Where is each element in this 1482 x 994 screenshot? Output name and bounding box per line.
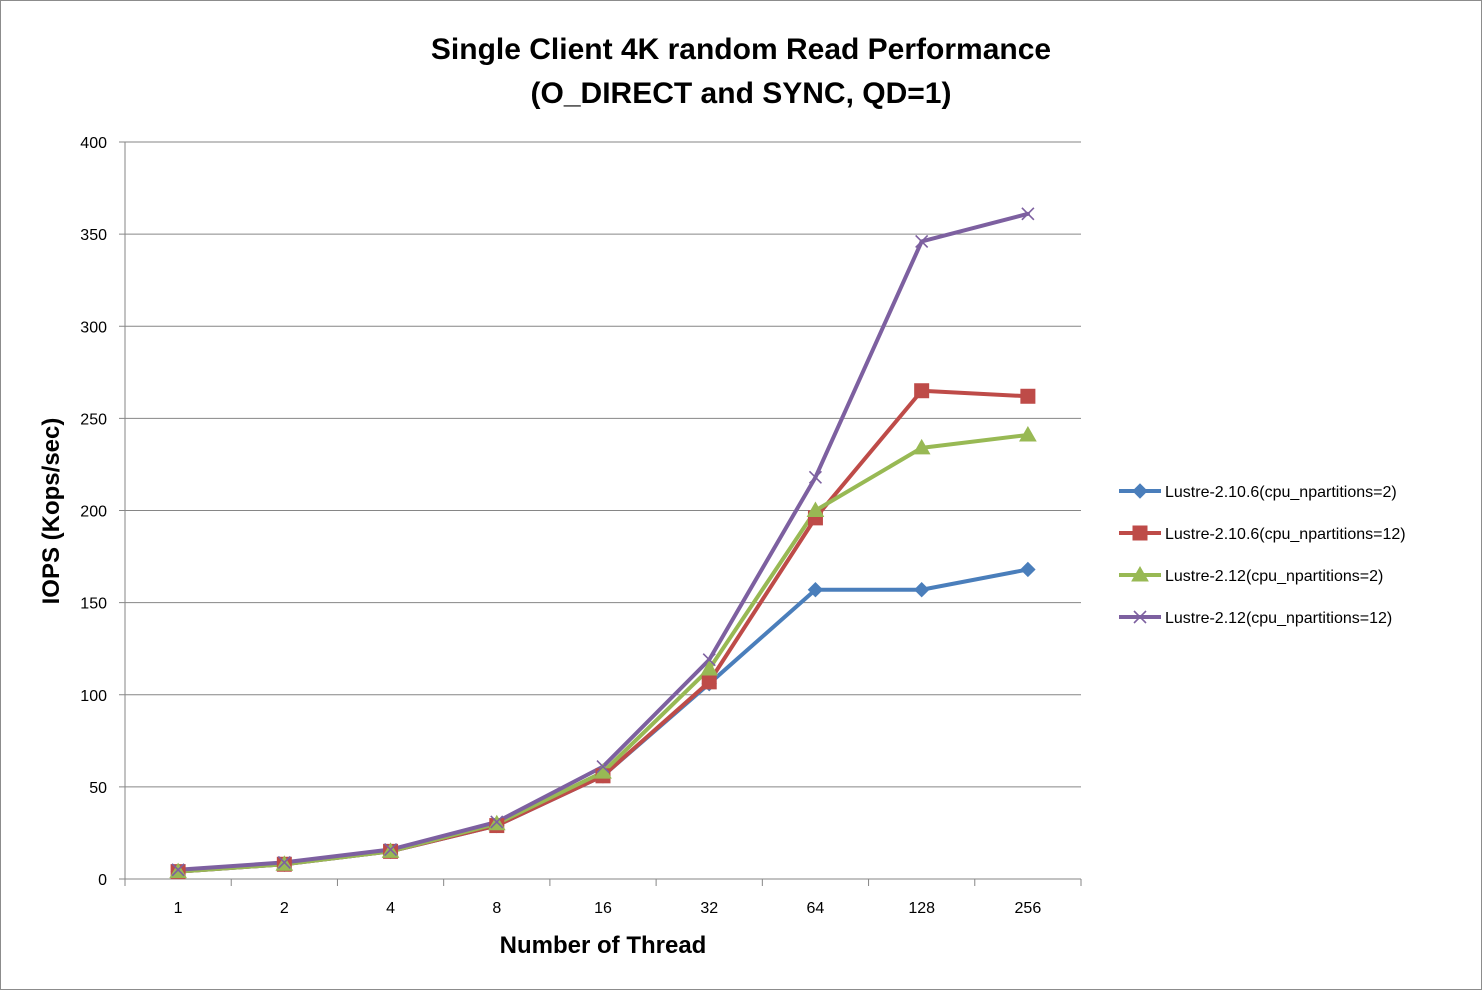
x-marker-stroke [277, 855, 291, 869]
y-tick-label: 200 [80, 504, 107, 521]
data-point-series-3 [806, 501, 825, 517]
x-marker-stroke [490, 815, 504, 829]
legend-item: Lustre-2.10.6(cpu_npartitions=2) [1119, 483, 1397, 501]
x-tick-label: 128 [908, 900, 935, 917]
y-axis-title: IOPS (Kops/sec) [38, 418, 65, 605]
x-axis-title: Number of Thread [500, 932, 707, 959]
data-point-series-4 [808, 470, 823, 484]
x-marker-stroke [1133, 610, 1147, 624]
x-marker-stroke [808, 470, 823, 484]
data-point-series-3 [700, 659, 719, 676]
legend: Lustre-2.10.6(cpu_npartitions=2) Lustre-2… [1119, 483, 1406, 627]
legend-item: Lustre-2.12(cpu_npartitions=2) [1119, 565, 1383, 585]
series-markers [169, 207, 1037, 880]
legend-item: Lustre-2.12(cpu_npartitions=12) [1119, 610, 1392, 627]
x-marker-stroke [702, 653, 716, 667]
x-tick-label: 32 [700, 900, 718, 917]
x-axis: 1 2 4 8 16 32 64 128 256 [124, 142, 1082, 917]
data-point-series-2 [701, 674, 717, 690]
data-point-series-3 [1019, 425, 1037, 442]
y-tick-label: 50 [89, 780, 107, 797]
x-tick-label: 8 [492, 900, 501, 917]
x-tick-label: 2 [280, 900, 289, 917]
x-tick-label: 4 [386, 900, 395, 917]
x-tick-label: 1 [174, 900, 183, 917]
x-tick-label: 16 [594, 900, 612, 917]
data-point-series-2 [1020, 388, 1036, 404]
x-marker-stroke [1021, 207, 1035, 221]
data-point-series-4 [490, 815, 504, 829]
y-tick-label: 350 [80, 227, 107, 244]
y-axis-ticks: 0 50 100 150 200 250 300 350 400 [80, 135, 125, 889]
data-point-series-4 [383, 842, 398, 857]
y-tick-label: 300 [80, 319, 107, 336]
chart-subtitle: (O_DIRECT and SYNC, QD=1) [531, 77, 952, 110]
y-tick-label: 100 [80, 688, 107, 705]
y-tick-label: 0 [98, 872, 107, 889]
x-marker-stroke [383, 842, 398, 857]
data-point-series-3 [912, 438, 931, 455]
data-point-series-1 [1020, 561, 1036, 578]
data-point-series-4 [277, 855, 291, 869]
data-point-series-1 [913, 582, 930, 598]
data-point-series-4 [915, 234, 929, 249]
legend-label: Lustre-2.10.6(cpu_npartitions=12) [1165, 526, 1406, 543]
data-point-series-4 [596, 760, 610, 774]
data-point-series-1 [807, 582, 824, 598]
legend-label: Lustre-2.10.6(cpu_npartitions=2) [1165, 484, 1397, 501]
data-point-series-4 [702, 653, 716, 667]
x-marker-stroke [915, 234, 929, 249]
chart-title: Single Client 4K random Read Performance [431, 33, 1051, 66]
series-line-3 [176, 432, 1030, 874]
data-point-series-4 [171, 863, 185, 877]
series-line-2 [176, 388, 1030, 874]
y-tick-label: 400 [80, 135, 107, 152]
legend-swatch-marker [1132, 525, 1148, 541]
data-point-series-2 [914, 383, 930, 399]
x-marker-stroke [596, 760, 610, 774]
legend-swatch-marker [1131, 565, 1149, 582]
legend-label: Lustre-2.12(cpu_npartitions=12) [1165, 610, 1392, 627]
series-line-1 [176, 567, 1030, 874]
y-tick-label: 250 [80, 411, 107, 428]
legend-swatch-marker [1132, 483, 1148, 499]
x-marker-stroke [171, 863, 185, 877]
legend-label: Lustre-2.12(cpu_npartitions=2) [1165, 568, 1383, 585]
legend-item: Lustre-2.10.6(cpu_npartitions=12) [1119, 525, 1406, 543]
data-point-series-4 [1021, 207, 1035, 221]
gridlines [125, 141, 1081, 788]
x-tick-label: 64 [807, 900, 825, 917]
x-tick-label: 256 [1015, 900, 1042, 917]
legend-swatch-marker [1133, 610, 1147, 624]
y-tick-label: 150 [80, 596, 107, 613]
